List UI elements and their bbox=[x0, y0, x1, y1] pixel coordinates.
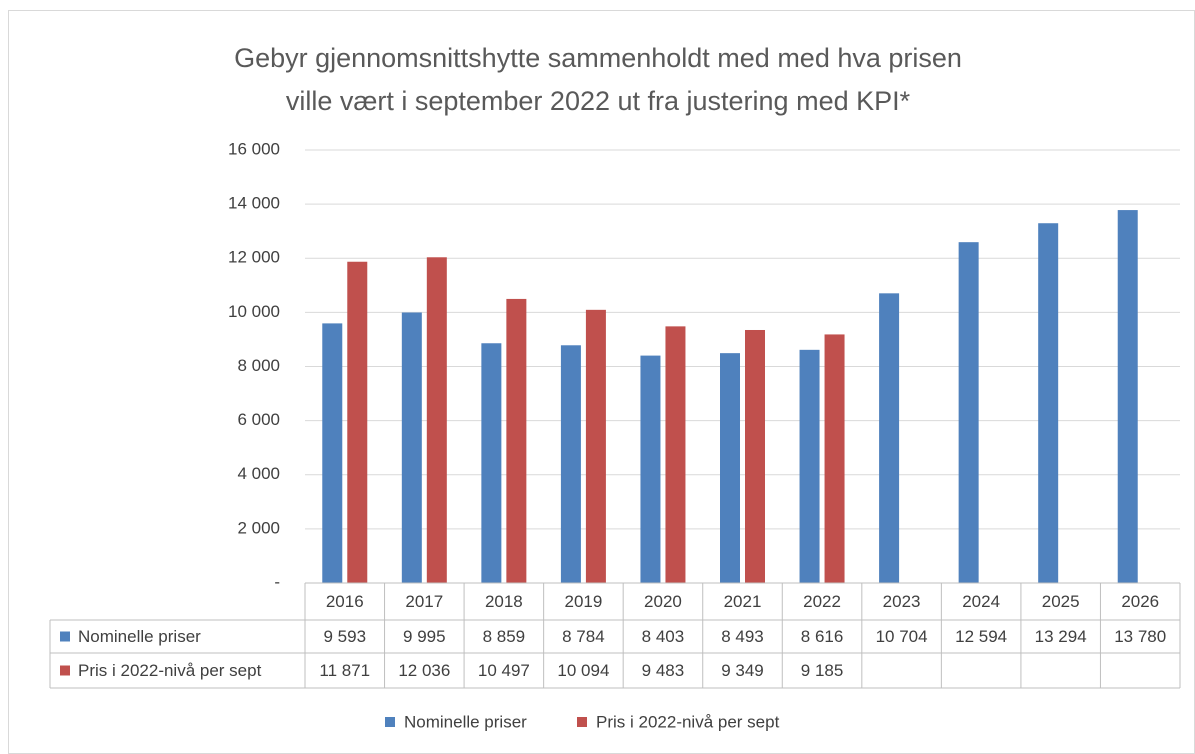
x-tick-label: 2018 bbox=[485, 592, 523, 611]
x-tick-label: 2025 bbox=[1042, 592, 1080, 611]
bar bbox=[481, 343, 502, 583]
x-tick-label: 2022 bbox=[803, 592, 841, 611]
y-tick-label: 2 000 bbox=[237, 518, 280, 537]
chart-title: ville vært i september 2022 ut fra juste… bbox=[286, 86, 911, 116]
table-cell: 10 497 bbox=[478, 661, 530, 680]
legend-label: Pris i 2022-nivå per sept bbox=[596, 712, 780, 731]
table-cell: 9 349 bbox=[721, 661, 764, 680]
y-tick-label: 6 000 bbox=[237, 410, 280, 429]
table-cell: 8 616 bbox=[801, 627, 844, 646]
bar bbox=[560, 345, 581, 583]
x-tick-label: 2026 bbox=[1121, 592, 1159, 611]
x-tick-label: 2021 bbox=[724, 592, 762, 611]
x-tick-label: 2020 bbox=[644, 592, 682, 611]
chart-title: Gebyr gjennomsnittshytte sammenholdt med… bbox=[234, 43, 962, 73]
table-cell: 10 704 bbox=[876, 627, 928, 646]
bar bbox=[347, 261, 368, 583]
table-cell: 12 594 bbox=[955, 627, 1007, 646]
bar bbox=[958, 242, 979, 584]
bar bbox=[426, 257, 447, 583]
legend-key bbox=[577, 717, 587, 727]
bar bbox=[640, 355, 661, 583]
x-tick-label: 2019 bbox=[564, 592, 602, 611]
table-cell: 11 871 bbox=[319, 661, 370, 680]
x-tick-label: 2016 bbox=[326, 592, 364, 611]
bar bbox=[799, 349, 820, 583]
bar bbox=[585, 309, 606, 583]
x-tick-label: 2017 bbox=[405, 592, 443, 611]
table-cell: 8 403 bbox=[642, 627, 685, 646]
table-row-label: Pris i 2022-nivå per sept bbox=[78, 661, 262, 680]
legend-key bbox=[385, 717, 395, 727]
bar bbox=[824, 334, 845, 583]
y-tick-label: 16 000 bbox=[228, 139, 280, 158]
table-cell: 13 780 bbox=[1114, 627, 1166, 646]
y-tick-label: 12 000 bbox=[228, 248, 280, 267]
x-tick-label: 2024 bbox=[962, 592, 1000, 611]
bar bbox=[665, 326, 686, 583]
bar bbox=[1038, 223, 1059, 583]
table-cell: 12 036 bbox=[398, 661, 450, 680]
y-tick-label: - bbox=[274, 572, 280, 591]
bar bbox=[1117, 210, 1138, 584]
x-tick-label: 2023 bbox=[883, 592, 921, 611]
bar bbox=[401, 312, 422, 583]
table-cell: 13 294 bbox=[1035, 627, 1087, 646]
bar bbox=[720, 353, 740, 583]
y-tick-label: 8 000 bbox=[237, 356, 280, 375]
table-cell: 9 995 bbox=[403, 627, 446, 646]
table-legend-key bbox=[60, 665, 70, 676]
table-cell: 8 784 bbox=[562, 627, 605, 646]
bar bbox=[879, 293, 900, 583]
table-cell: 8 493 bbox=[721, 627, 764, 646]
bar bbox=[506, 298, 527, 583]
table-cell: 10 094 bbox=[557, 661, 609, 680]
table-cell: 9 483 bbox=[642, 661, 685, 680]
table-legend-key bbox=[60, 631, 70, 642]
bar bbox=[745, 329, 765, 583]
y-tick-label: 14 000 bbox=[228, 194, 280, 213]
table-cell: 9 593 bbox=[323, 627, 366, 646]
table-cell: 9 185 bbox=[801, 661, 844, 680]
table-cell: 8 859 bbox=[483, 627, 526, 646]
y-tick-label: 10 000 bbox=[228, 302, 280, 321]
bar bbox=[322, 323, 343, 583]
legend-label: Nominelle priser bbox=[404, 712, 527, 731]
table-row-label: Nominelle priser bbox=[78, 627, 201, 646]
y-tick-label: 4 000 bbox=[237, 464, 280, 483]
